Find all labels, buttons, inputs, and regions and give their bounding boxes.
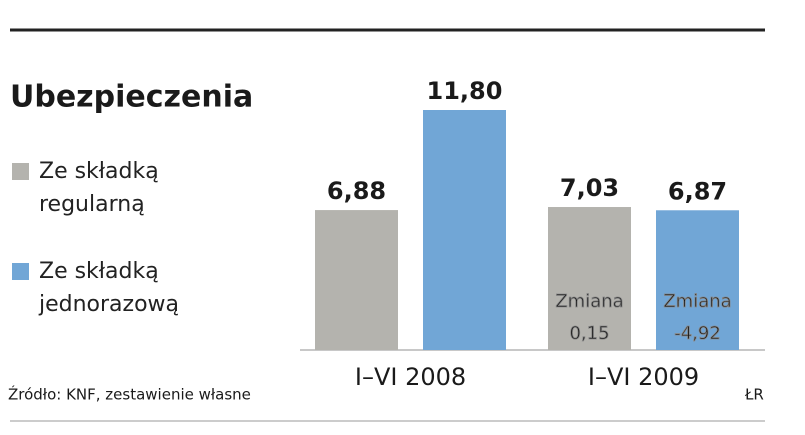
bar	[656, 210, 739, 350]
legend-label: Ze składką regularną	[39, 159, 159, 217]
legend-swatch	[12, 263, 29, 280]
bar	[315, 210, 398, 350]
legend-item: Ze składką jednorazową	[12, 255, 202, 321]
credit: ŁR	[744, 386, 764, 404]
annotation: Zmiana	[555, 291, 623, 312]
bar	[548, 207, 631, 350]
legend-item: Ze składką regularną	[12, 155, 202, 221]
value-label: 11,80	[427, 77, 503, 105]
bar	[423, 110, 506, 350]
annotation-value: -4,92	[674, 323, 721, 344]
annotation-value: 0,15	[569, 323, 609, 344]
x-tick-label: I–VI 2008	[355, 363, 466, 391]
legend-label: Ze składką jednorazową	[39, 259, 180, 317]
chart-title: Ubezpieczenia	[10, 80, 253, 115]
value-label: 6,87	[668, 177, 727, 205]
x-tick-label: I–VI 2009	[588, 363, 699, 391]
annotation: Zmiana	[663, 291, 731, 312]
value-label: 6,88	[327, 177, 386, 205]
value-label: 7,03	[560, 174, 619, 202]
legend-swatch	[12, 163, 29, 180]
source: Źródło: KNF, zestawienie własne	[8, 385, 251, 404]
